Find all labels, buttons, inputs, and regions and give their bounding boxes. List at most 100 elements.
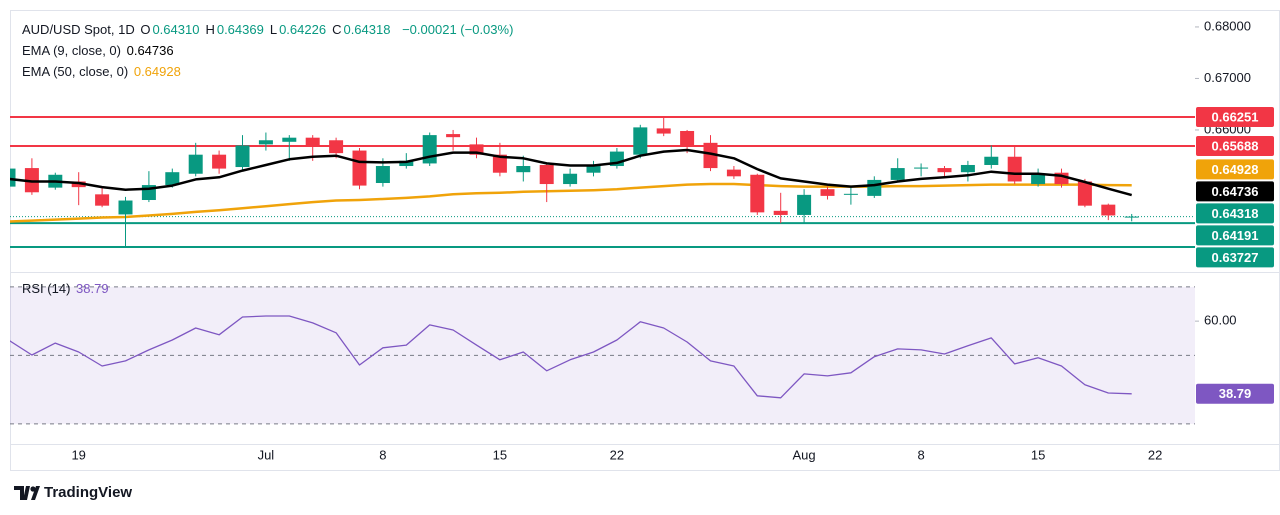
change: −0.00021 (−0.03%) [402,22,514,37]
candle-body [867,179,882,196]
ohlc: O 0.64310 H 0.64369 L 0.64226 C 0.64318 [140,22,396,37]
ohlc-key: O [140,22,151,37]
ema50-last: 0.64928 [133,64,181,79]
x-tick-label: Aug [793,447,816,462]
candle-body [1031,173,1046,185]
candle-body [680,130,695,146]
candle-body [165,172,180,186]
x-tick-label: 15 [1031,447,1045,462]
price-tag [1196,181,1274,202]
candle-body [890,168,905,180]
x-tick-label: 8 [917,447,924,462]
candle-body [399,160,414,167]
price-tag [1196,225,1274,246]
candle-body [1007,156,1022,182]
price-tag [1196,136,1274,157]
line-series [10,148,1133,197]
candle-body [235,145,250,168]
candle-body [937,168,952,173]
ohlc-value: 0.64369 [216,22,264,37]
candle-body [539,164,554,185]
candle-body [563,173,578,185]
y-tick-label: 0.68000 [1204,18,1251,33]
candle-body [656,128,671,134]
y-tick-label: 60.00 [1204,313,1237,328]
footer: TradingView [14,484,132,501]
y-tick-label: 0.67000 [1204,70,1251,85]
ohlc-key: H [205,22,215,37]
candle-body [750,174,765,213]
ohlc-key: L [269,22,278,37]
candle-body [24,168,39,193]
ohlc-key: C [332,22,342,37]
rsi-value: 38.79 [76,281,111,296]
price-pane [10,116,1195,249]
candle-body [1124,216,1139,218]
x-tick-label: 22 [610,447,624,462]
candle-body [1101,204,1116,216]
x-tick-label: 22 [1148,447,1162,462]
candle-body [1054,172,1069,185]
ema9-last: 0.64736 [126,43,174,58]
ema9-name: EMA (9, close, 0) [22,43,121,58]
price-tag-label: 0.63727 [1212,250,1259,265]
brand: TradingView [44,484,133,501]
candle-body [469,144,484,155]
line-series [10,182,1132,223]
price-tag-label: 38.79 [1219,386,1252,401]
price-tag-label: 0.64928 [1212,162,1259,177]
candle-body [352,150,367,186]
price-tag-label: 0.64318 [1212,206,1259,221]
ema50-legend: EMA (50, close, 0) 0.64928 [22,62,185,82]
rsi-last: 38.79 [76,281,109,296]
candle-body [188,154,203,174]
candle-body [95,194,110,206]
price-tag-label: 0.65688 [1212,138,1259,153]
candle-body [773,210,788,215]
candle-body [118,200,133,215]
price-tag [1196,203,1274,224]
candle-body [282,137,297,142]
price-tag-label: 0.66251 [1212,109,1259,124]
candle-body [703,142,718,169]
x-tick-label: 8 [379,447,386,462]
price-tag [1196,159,1274,180]
candle-body [1077,181,1092,206]
candle-body [305,137,320,146]
ema50-value: 0.64928 [134,64,183,79]
header-legend: AUD/USD Spot, 1D O 0.64310 H 0.64369 L 0.6422… [22,20,515,40]
candle-body [820,189,835,196]
candle-body [375,166,390,184]
x-tick-label: 15 [493,447,507,462]
candle-body [914,167,929,169]
x-tick-label: 19 [71,447,85,462]
candle-body [422,135,437,164]
candle-body [71,181,86,188]
price-tag-label: 0.64191 [1212,228,1259,243]
ema9-legend: EMA (9, close, 0) 0.64736 [22,41,178,61]
price-tag [1196,107,1274,128]
line-series [10,315,1132,399]
candle-body [633,127,648,155]
rsi-legend: RSI (14) 38.79 [22,279,113,299]
candle-body [726,169,741,177]
rsi-pane [10,286,1195,425]
symbol: AUD/USD Spot, 1D [22,22,135,37]
candle-body [960,164,975,173]
ohlc-value: 0.64310 [152,22,200,37]
candle-body [10,168,16,187]
ema50-name: EMA (50, close, 0) [22,64,129,79]
candle-body [329,140,344,154]
logo [14,485,40,500]
x-tick-label: Jul [258,447,275,462]
price-tag [1196,247,1274,268]
candle-body [797,194,812,215]
candle-body [516,166,531,173]
ohlc-value: 0.64226 [279,22,327,37]
candle-body [843,193,858,195]
candle-body [492,154,507,173]
price-tag [1196,383,1274,404]
